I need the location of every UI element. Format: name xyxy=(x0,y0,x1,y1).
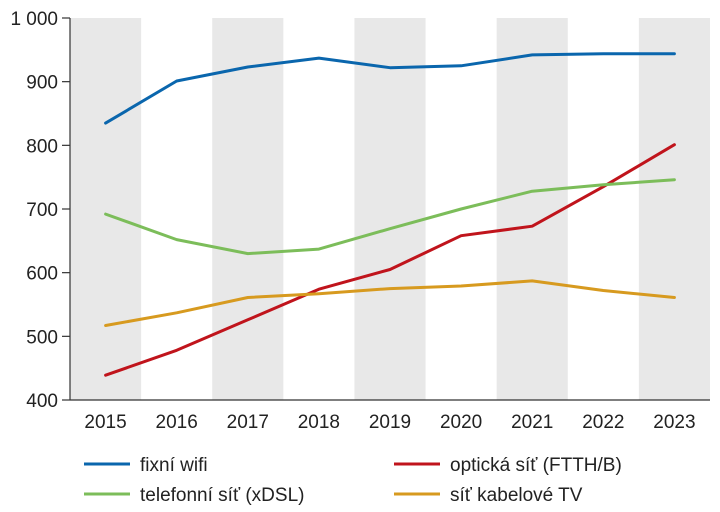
year-band xyxy=(70,18,142,400)
x-tick-label: 2018 xyxy=(298,412,340,433)
legend-item: optická síť (FTTH/B) xyxy=(394,455,622,476)
series-line-3 xyxy=(104,178,676,256)
series-line-4 xyxy=(104,279,676,327)
x-tick-label: 2020 xyxy=(440,412,482,433)
legend-label: optická síť (FTTH/B) xyxy=(450,455,622,476)
y-tick-label: 900 xyxy=(26,73,58,94)
year-band xyxy=(354,18,426,400)
y-axis: 400 500 600 700 800 900 1 000 xyxy=(10,9,71,412)
y-tick-label: 1 000 xyxy=(10,9,58,30)
year-band xyxy=(496,18,568,400)
legend-item: fixní wifi xyxy=(84,455,208,476)
legend-label: telefonní síť (xDSL) xyxy=(140,485,304,506)
year-band xyxy=(638,18,710,400)
legend-item: síť kabelové TV xyxy=(394,485,583,506)
y-tick-label: 400 xyxy=(26,391,58,412)
y-tick-label: 600 xyxy=(26,264,58,285)
x-tick-label: 2015 xyxy=(84,412,126,433)
y-tick-label: 800 xyxy=(26,136,58,157)
x-tick-label: 2019 xyxy=(369,412,411,433)
x-tick-label: 2017 xyxy=(227,412,269,433)
legend-label: síť kabelové TV xyxy=(450,485,583,506)
x-axis: 2015 2016 2017 2018 2019 2020 2021 2022 2023 xyxy=(70,399,710,433)
x-tick-label: 2022 xyxy=(582,412,624,433)
legend: fixní wifi optická síť (FTTH/B) telefonní … xyxy=(84,455,622,506)
year-bands xyxy=(70,18,710,400)
x-tick-label: 2023 xyxy=(653,412,695,433)
x-tick-label: 2021 xyxy=(511,412,553,433)
series-lines xyxy=(104,52,676,377)
legend-label: fixní wifi xyxy=(140,455,208,476)
legend-item: telefonní síť (xDSL) xyxy=(84,485,304,506)
series-line-1 xyxy=(104,52,676,125)
year-band xyxy=(212,18,284,400)
x-tick-label: 2016 xyxy=(156,412,198,433)
series-line-2 xyxy=(104,143,676,377)
y-tick-label: 500 xyxy=(26,327,58,348)
y-tick-label: 700 xyxy=(26,200,58,221)
